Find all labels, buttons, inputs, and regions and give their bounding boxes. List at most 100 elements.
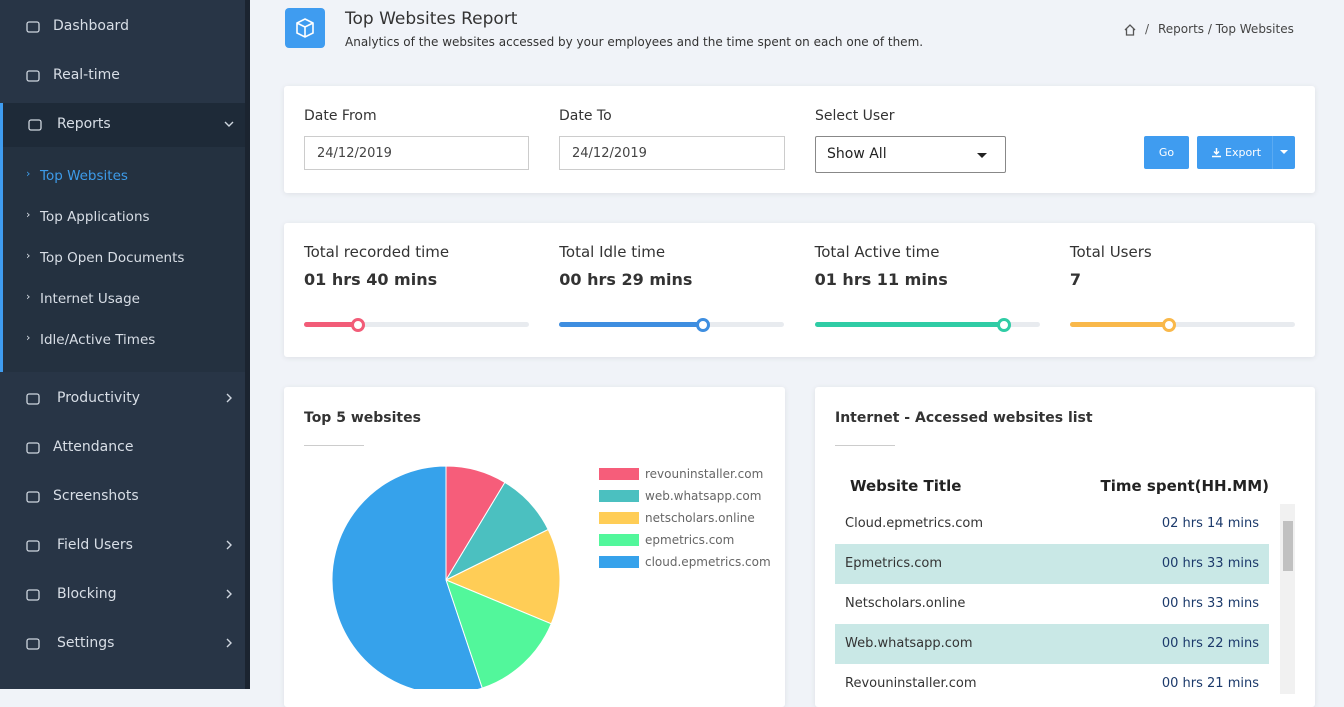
date-from-input[interactable]: 24/12/2019	[304, 136, 529, 170]
select-user[interactable]: Show All	[815, 136, 1006, 173]
table-row: Web.whatsapp.com 00 hrs 22 mins	[835, 624, 1269, 664]
submenu-item[interactable]: › Top Websites	[0, 167, 245, 186]
table-row: Cloud.epmetrics.com 02 hrs 14 mins	[835, 504, 1269, 544]
menu-label: Dashboard	[53, 18, 129, 34]
menu-icon	[26, 21, 40, 33]
menu-icon	[26, 70, 40, 82]
menu-item[interactable]: Settings	[0, 634, 245, 654]
chevron	[226, 393, 232, 403]
submenu-label: Idle/Active Times	[40, 332, 156, 348]
chevron-path	[226, 589, 232, 599]
menu-item[interactable]: Reports	[0, 115, 245, 135]
menu-icon	[26, 393, 40, 405]
icon-shape	[26, 393, 40, 405]
table-row: Revouninstaller.com 00 hrs 21 mins	[835, 664, 1269, 704]
menu-item[interactable]: Screenshots	[0, 487, 245, 507]
menu-icon	[26, 589, 40, 601]
breadcrumb[interactable]: Reports / Top Websites	[1158, 22, 1294, 36]
table-scrollbar	[1280, 504, 1295, 694]
sidebar: Dashboard Real-time Reports › Top Websites › T…	[0, 0, 245, 689]
legend-swatch	[599, 534, 639, 546]
menu-item[interactable]: Dashboard	[0, 17, 245, 37]
menu-label: Real-time	[53, 67, 120, 83]
progress-fill	[559, 322, 704, 327]
menu-label: Blocking	[57, 586, 117, 602]
chevron-path	[224, 121, 234, 127]
legend-label: netscholars.online	[645, 511, 755, 525]
menu-item[interactable]: Attendance	[0, 438, 245, 458]
sidebar-scrollbar	[245, 0, 250, 689]
icon-shape	[26, 70, 40, 82]
menu-icon	[26, 540, 40, 552]
progress-fill	[814, 322, 1004, 327]
legend-swatch	[599, 468, 639, 480]
progress-knob	[696, 317, 711, 332]
submenu-item[interactable]: › Top Applications	[0, 208, 245, 227]
cell-time: 00 hrs 22 mins	[1161, 636, 1259, 651]
progress-knob	[351, 317, 365, 332]
export-label: Export	[1225, 146, 1262, 159]
legend-label: web.whatsapp.com	[645, 489, 761, 503]
progress-fill	[304, 322, 358, 327]
cell-time: 00 hrs 33 mins	[1161, 596, 1259, 611]
menu-label: Screenshots	[53, 488, 139, 504]
stat-value: 00 hrs 29 mins	[559, 270, 693, 289]
stats-card: Total recorded time 01 hrs 40 mins Total I…	[284, 223, 1315, 357]
menu-item[interactable]: Real-time	[0, 66, 245, 86]
progress-track	[1069, 317, 1295, 332]
menu-icon	[28, 119, 42, 131]
submenu-label: Top Websites	[40, 168, 128, 184]
stat-label: Total recorded time	[304, 243, 450, 261]
menu-item[interactable]: Productivity	[0, 389, 245, 409]
submenu-chevron: ›	[26, 290, 31, 303]
table-row: Epmetrics.com 00 hrs 33 mins	[835, 544, 1269, 584]
progress-fill	[1069, 322, 1169, 327]
submenu-bg	[0, 147, 245, 372]
menu-label: Settings	[57, 635, 115, 651]
export-caret[interactable]	[1280, 150, 1288, 155]
header-icon	[285, 8, 325, 48]
go-button[interactable]: Go	[1144, 136, 1189, 169]
chevron-path	[226, 638, 232, 648]
submenu-chevron: ›	[26, 208, 31, 221]
home-icon[interactable]	[1123, 23, 1137, 37]
menu-item[interactable]: Blocking	[0, 585, 245, 605]
websites-table: Website Title Time spent(HH.MM) Cloud.epme…	[835, 472, 1269, 704]
icon-shape	[28, 119, 42, 131]
submenu-chevron: ›	[26, 249, 31, 262]
menu-label: Productivity	[57, 390, 140, 406]
chevron	[226, 540, 232, 550]
menu-item[interactable]: Field Users	[0, 536, 245, 556]
icon-shape	[26, 21, 40, 33]
stat-label: Total Idle time	[559, 243, 666, 261]
cell-time: 02 hrs 14 mins	[1161, 516, 1259, 531]
date-to-label: Date To	[559, 108, 612, 124]
column-header: Time spent(HH.MM)	[1100, 477, 1269, 495]
menu-icon	[26, 442, 40, 454]
export-icon	[1212, 148, 1221, 158]
menu-icon	[26, 638, 40, 650]
cell-site: Epmetrics.com	[845, 556, 942, 571]
export-button[interactable]: Export	[1197, 136, 1295, 169]
progress-track	[559, 317, 785, 332]
submenu-item[interactable]: › Internet Usage	[0, 290, 245, 309]
icon-shape	[26, 638, 40, 650]
submenu-item[interactable]: › Idle/Active Times	[0, 331, 245, 350]
submenu-item[interactable]: › Top Open Documents	[0, 249, 245, 268]
chevron	[226, 589, 232, 599]
progress-track	[304, 317, 529, 332]
date-to-input[interactable]: 24/12/2019	[559, 136, 785, 170]
title-rule	[835, 445, 895, 446]
stat-label: Total Active time	[814, 243, 940, 261]
chart-title: Top 5 websites	[304, 410, 421, 426]
legend-label: cloud.epmetrics.com	[645, 555, 771, 569]
submenu-label: Top Applications	[40, 209, 150, 225]
filter-card: Date From 24/12/2019 Date To 24/12/2019 …	[284, 86, 1315, 193]
menu-label: Reports	[57, 116, 111, 132]
submenu-label: Top Open Documents	[40, 250, 185, 266]
progress-knob	[1161, 317, 1176, 332]
cell-site: Revouninstaller.com	[845, 676, 977, 691]
cell-site: Netscholars.online	[845, 596, 966, 611]
date-from-label: Date From	[304, 108, 377, 124]
table-row: Netscholars.online 00 hrs 33 mins	[835, 584, 1269, 624]
